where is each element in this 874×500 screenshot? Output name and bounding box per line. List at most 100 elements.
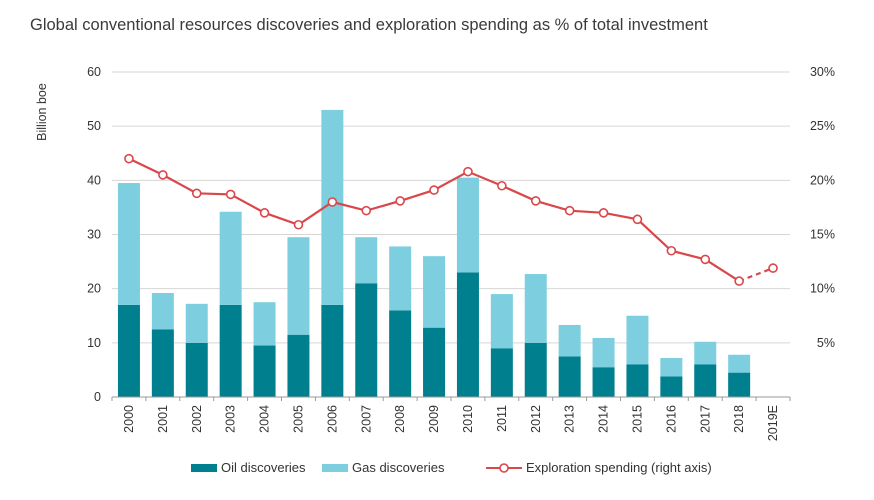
spending-point — [632, 214, 643, 225]
x-tick-label: 2016 — [664, 405, 678, 433]
gas-bar — [558, 324, 581, 357]
spending-point — [666, 245, 677, 256]
oil-bar — [728, 372, 751, 397]
y2-tick-label: 15% — [810, 228, 835, 242]
gas-bar — [355, 237, 378, 284]
spending-point — [395, 196, 405, 206]
x-tick-label: 2015 — [630, 405, 644, 433]
oil-bar — [592, 367, 615, 397]
y2-tick-label: 5% — [817, 336, 835, 350]
gas-bar — [592, 337, 615, 368]
x-tick-label: 2019E — [766, 405, 780, 441]
spending-point — [598, 208, 609, 218]
legend: Oil discoveries Gas discoveries Exploratio… — [191, 460, 712, 475]
oil-bar — [660, 376, 683, 397]
oil-bar — [524, 342, 547, 397]
x-tick-label: 2009 — [427, 405, 441, 433]
oil-bar — [185, 342, 208, 397]
legend-label: Oil discoveries — [221, 460, 306, 475]
bars — [117, 109, 751, 397]
legend-swatch-marker — [499, 463, 509, 473]
spending-point — [191, 188, 202, 199]
oil-bar — [456, 272, 479, 397]
legend-spending: Exploration spending (right axis) — [486, 460, 712, 475]
gas-bar — [151, 293, 174, 330]
oil-bar — [287, 334, 310, 397]
y2-tick-label: 10% — [810, 282, 835, 296]
gas-bar — [287, 237, 310, 335]
y-tick-label: 60 — [87, 65, 101, 79]
gas-bar — [728, 354, 751, 373]
gridlines — [112, 71, 790, 344]
oil-bar — [626, 364, 649, 397]
x-tick-label: 2010 — [461, 405, 475, 433]
x-tick-label: 2005 — [291, 405, 305, 433]
oil-bar — [321, 304, 344, 397]
gas-bar — [456, 177, 479, 273]
gas-bar — [219, 211, 242, 305]
x-tick-label: 2006 — [325, 405, 339, 433]
chart-title: Global conventional resources discoverie… — [30, 16, 708, 34]
spending-point — [564, 205, 575, 216]
y-tick-label: 30 — [87, 228, 101, 242]
legend-label: Gas discoveries — [352, 460, 445, 475]
y2-tick-label: 30% — [810, 65, 835, 79]
x-tick-label: 2017 — [698, 405, 712, 433]
x-tick-label: 2008 — [393, 405, 407, 433]
spending-point — [463, 166, 473, 177]
gas-bar — [660, 358, 683, 377]
spending-line — [124, 153, 778, 286]
x-tick-label: 2000 — [122, 405, 136, 433]
x-tick-label: 2012 — [529, 405, 543, 433]
axes: 0 10 20 30 40 50 60 5% 10% 15% 20% 25% 30% 2000 2001 20… — [87, 65, 835, 441]
spending-point — [497, 180, 507, 191]
gas-bar — [253, 302, 276, 346]
oil-bar — [389, 310, 412, 397]
oil-bar — [355, 283, 378, 397]
x-tick-label: 2014 — [597, 405, 611, 433]
oil-bar — [423, 327, 446, 397]
legend-oil: Oil discoveries — [191, 460, 306, 475]
oil-bar — [558, 356, 581, 397]
oil-bar — [117, 304, 140, 397]
gas-bar — [185, 303, 208, 343]
spending-point — [361, 205, 372, 216]
x-tick-label: 2013 — [563, 405, 577, 433]
gas-bar — [524, 274, 547, 343]
y2-tick-label: 20% — [810, 173, 835, 187]
gas-bar — [389, 246, 412, 311]
spending-point — [768, 263, 778, 273]
x-tick-label: 2018 — [732, 405, 746, 433]
gas-bar — [321, 109, 344, 305]
spending-point — [429, 185, 439, 195]
spending-point — [530, 196, 541, 206]
legend-swatch — [191, 464, 217, 472]
x-tick-label: 2001 — [156, 405, 170, 433]
oil-bar — [219, 304, 242, 397]
y-tick-label: 0 — [94, 390, 101, 404]
oil-bar — [253, 345, 276, 397]
legend-swatch — [322, 464, 348, 472]
oil-bar — [490, 348, 513, 397]
spending-point — [225, 189, 236, 200]
spending-point — [124, 153, 134, 164]
y-tick-label: 50 — [87, 119, 101, 133]
spending-point — [259, 208, 270, 218]
gas-bar — [423, 256, 446, 328]
gas-bar — [694, 341, 717, 365]
x-tick-label: 2003 — [224, 405, 238, 433]
spending-point — [293, 219, 304, 230]
x-tick-label: 2004 — [258, 405, 272, 433]
y-axis-label: Billion boe — [35, 83, 49, 141]
legend-label: Exploration spending (right axis) — [526, 460, 712, 475]
y-tick-label: 10 — [87, 336, 101, 350]
spending-point — [327, 197, 338, 207]
spending-point — [734, 276, 744, 286]
gas-bar — [117, 183, 140, 305]
x-tick-label: 2002 — [190, 405, 204, 433]
x-tick-label: 2007 — [359, 405, 373, 433]
spending-point — [158, 170, 168, 180]
y2-tick-label: 25% — [810, 119, 835, 133]
spending-point — [700, 254, 711, 265]
